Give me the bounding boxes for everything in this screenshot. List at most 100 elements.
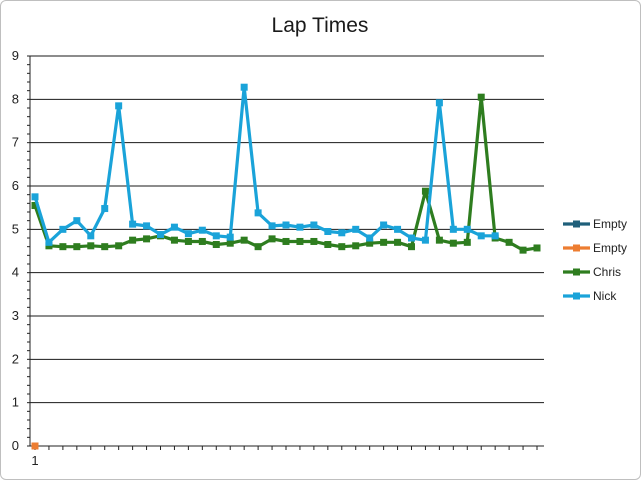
- y-tick-label: 6: [12, 178, 19, 193]
- data-point: [296, 237, 304, 245]
- data-point: [394, 225, 402, 233]
- data-point: [254, 209, 262, 217]
- data-point: [254, 243, 262, 251]
- series-layer: [31, 83, 541, 450]
- data-point: [143, 235, 151, 243]
- legend-item: Nick: [563, 289, 617, 303]
- legend-item: Chris: [563, 265, 621, 279]
- data-point: [31, 202, 39, 209]
- data-point: [226, 233, 234, 241]
- data-point: [310, 237, 318, 245]
- data-point: [435, 99, 443, 107]
- data-point: [240, 83, 248, 91]
- legend-marker: [573, 220, 580, 228]
- legend-item: Empty: [563, 241, 627, 255]
- y-tick-label: 8: [12, 91, 19, 106]
- series-nick: [31, 83, 499, 246]
- data-point: [463, 238, 471, 246]
- data-point: [87, 232, 95, 240]
- y-tick-label: 2: [12, 351, 19, 366]
- data-point: [170, 236, 178, 244]
- series-line: [33, 85, 496, 244]
- data-point: [198, 226, 206, 234]
- data-point: [296, 223, 304, 231]
- legend: Empty Empty Chris Nick: [563, 217, 627, 303]
- data-point: [101, 243, 109, 251]
- data-point: [268, 235, 276, 243]
- legend-item: Empty: [563, 217, 627, 231]
- data-point: [310, 221, 318, 229]
- data-point: [491, 232, 499, 240]
- data-point: [519, 246, 527, 254]
- data-point: [366, 239, 374, 247]
- y-tick-label: 4: [12, 265, 19, 280]
- data-point: [477, 232, 485, 240]
- data-point: [184, 230, 192, 238]
- data-point: [352, 225, 360, 233]
- x-tick-label: 1: [31, 453, 38, 468]
- data-point: [59, 243, 67, 251]
- data-point: [129, 220, 137, 228]
- legend-label: Nick: [593, 289, 617, 303]
- data-point: [449, 239, 457, 247]
- data-point: [240, 236, 248, 244]
- legend-label: Empty: [593, 217, 627, 231]
- data-point: [324, 241, 332, 248]
- data-point: [505, 238, 513, 246]
- data-point: [282, 237, 290, 245]
- y-tick-label: 9: [12, 48, 19, 63]
- data-point: [45, 238, 53, 246]
- y-tick-label: 7: [12, 135, 19, 150]
- legend-marker: [573, 244, 580, 252]
- data-point: [463, 225, 471, 233]
- data-point: [408, 243, 415, 251]
- data-point: [170, 223, 178, 231]
- data-point: [324, 228, 332, 235]
- data-point: [73, 243, 81, 251]
- data-point: [282, 221, 290, 229]
- legend-label: Empty: [593, 241, 627, 255]
- data-point: [212, 241, 220, 248]
- data-point: [129, 236, 137, 244]
- data-point: [101, 205, 109, 213]
- legend-marker: [573, 292, 580, 300]
- data-point: [449, 225, 457, 233]
- data-point: [477, 93, 485, 101]
- data-point: [408, 234, 415, 242]
- data-point: [394, 238, 402, 246]
- data-point: [352, 242, 360, 250]
- chart-title: Lap Times: [272, 14, 369, 37]
- y-tick-label: 3: [12, 308, 19, 323]
- data-point: [31, 442, 39, 450]
- data-point: [421, 187, 429, 195]
- y-tick-label: 1: [12, 395, 19, 410]
- data-point: [73, 217, 81, 225]
- data-point: [157, 231, 164, 239]
- data-point: [338, 243, 346, 251]
- data-point: [87, 242, 95, 250]
- data-point: [184, 237, 192, 245]
- data-point: [366, 234, 374, 242]
- series-chris: [31, 93, 541, 254]
- data-point: [380, 221, 388, 229]
- data-point: [115, 242, 123, 250]
- data-point: [435, 236, 443, 244]
- data-point: [212, 232, 220, 240]
- series-empty: [31, 442, 39, 450]
- data-point: [143, 222, 151, 230]
- data-point: [421, 236, 429, 244]
- data-point: [226, 239, 234, 247]
- data-point: [198, 237, 206, 245]
- data-point: [59, 225, 67, 233]
- y-tick-label: 0: [12, 438, 19, 453]
- data-point: [533, 244, 541, 252]
- data-point: [380, 238, 388, 246]
- data-point: [338, 229, 346, 237]
- y-tick-label: 5: [12, 221, 19, 236]
- data-point: [268, 222, 276, 230]
- data-point: [31, 193, 39, 201]
- gridlines: [30, 55, 544, 447]
- data-point: [115, 102, 123, 110]
